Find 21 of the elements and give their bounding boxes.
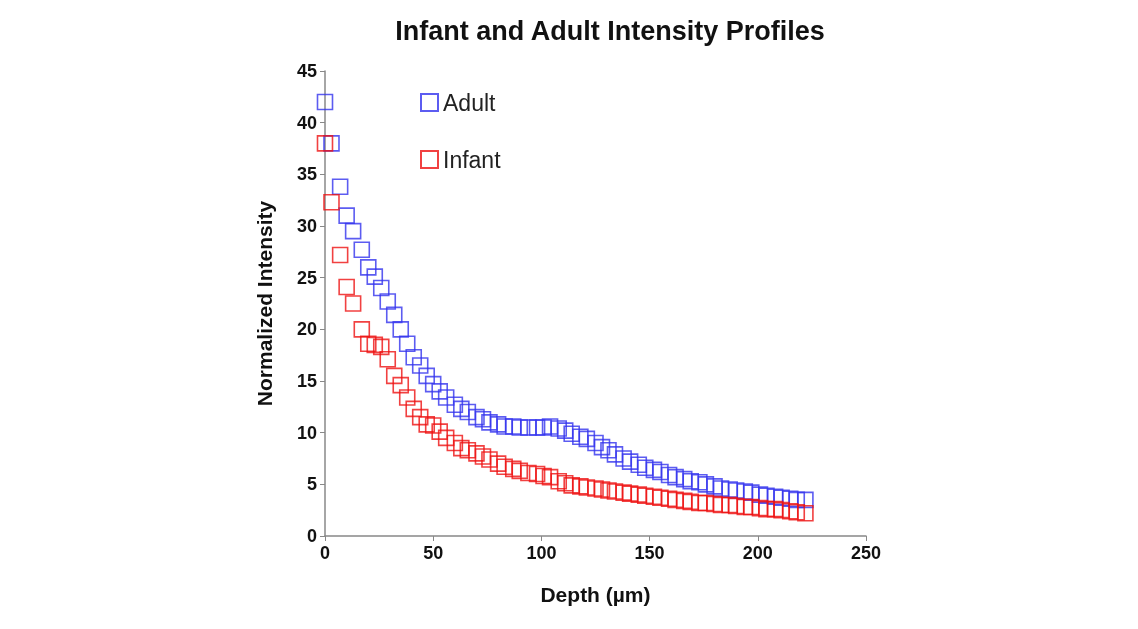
y-axis-title: Normalized Intensity (253, 200, 276, 407)
y-tick-label: 45 (296, 61, 317, 81)
y-tick-label: 25 (296, 267, 317, 288)
x-tick-label: 250 (850, 543, 882, 563)
y-tick-label: 20 (296, 319, 317, 340)
legend-label: Adult (443, 89, 497, 116)
x-tick-label: 200 (742, 543, 773, 563)
y-tick-label: 30 (296, 216, 317, 236)
x-axis-title: Depth (µm) (540, 583, 651, 606)
x-tick-label: 50 (423, 543, 444, 563)
y-tick-label: 15 (296, 371, 317, 391)
x-tick-label: 0 (319, 543, 331, 563)
y-tick-label: 35 (296, 164, 317, 185)
y-tick-label: 5 (306, 474, 317, 495)
x-tick-label: 150 (634, 543, 665, 563)
chart-title: Infant and Adult Intensity Profiles (395, 15, 825, 46)
legend-label: Infant (443, 146, 502, 173)
y-tick-label: 0 (306, 526, 317, 546)
x-tick-label: 100 (526, 543, 557, 563)
y-tick-label: 40 (296, 112, 317, 133)
y-tick-label: 10 (296, 422, 317, 443)
